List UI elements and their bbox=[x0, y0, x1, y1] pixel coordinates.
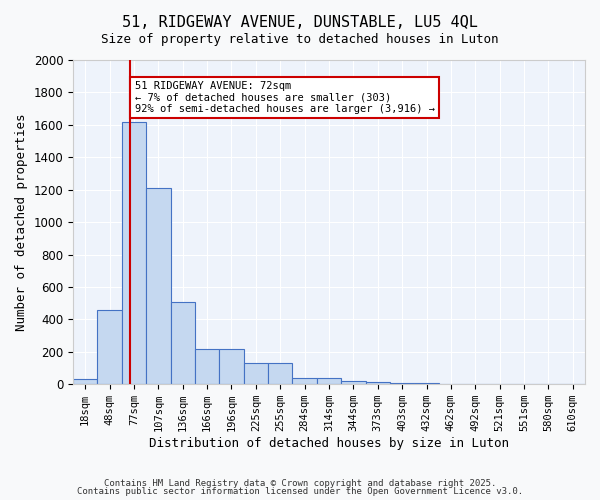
Text: 51 RIDGEWAY AVENUE: 72sqm
← 7% of detached houses are smaller (303)
92% of semi-: 51 RIDGEWAY AVENUE: 72sqm ← 7% of detach… bbox=[134, 81, 434, 114]
Bar bbox=[268, 363, 292, 384]
Text: Contains public sector information licensed under the Open Government Licence v3: Contains public sector information licen… bbox=[77, 487, 523, 496]
Text: Size of property relative to detached houses in Luton: Size of property relative to detached ho… bbox=[101, 32, 499, 46]
Bar bbox=[122, 122, 146, 384]
Bar bbox=[317, 378, 341, 384]
Y-axis label: Number of detached properties: Number of detached properties bbox=[15, 114, 28, 331]
Bar bbox=[365, 382, 390, 384]
Bar bbox=[170, 302, 195, 384]
Bar bbox=[341, 381, 365, 384]
Bar bbox=[97, 310, 122, 384]
Text: Contains HM Land Registry data © Crown copyright and database right 2025.: Contains HM Land Registry data © Crown c… bbox=[104, 478, 496, 488]
Bar bbox=[146, 188, 170, 384]
Bar bbox=[244, 363, 268, 384]
Text: 51, RIDGEWAY AVENUE, DUNSTABLE, LU5 4QL: 51, RIDGEWAY AVENUE, DUNSTABLE, LU5 4QL bbox=[122, 15, 478, 30]
Bar bbox=[220, 348, 244, 384]
Bar bbox=[73, 380, 97, 384]
X-axis label: Distribution of detached houses by size in Luton: Distribution of detached houses by size … bbox=[149, 437, 509, 450]
Bar bbox=[195, 348, 220, 384]
Bar bbox=[292, 378, 317, 384]
Bar bbox=[390, 382, 415, 384]
